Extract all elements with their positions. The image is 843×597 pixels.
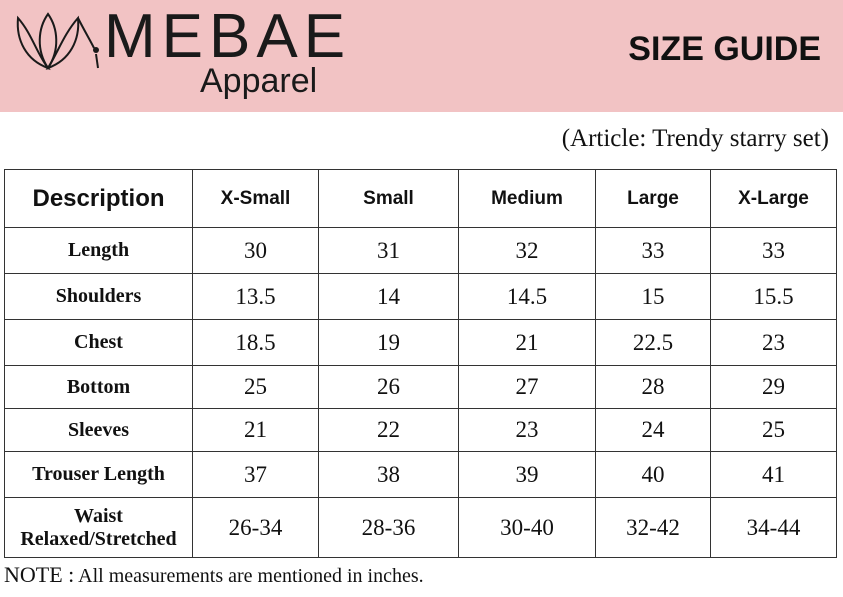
- table-cell: 21: [458, 319, 596, 366]
- table-cell: 22: [318, 408, 459, 452]
- table-cell: 38: [318, 451, 459, 498]
- table-cell: 23: [458, 408, 596, 452]
- row-label-line2: Relaxed/Stretched: [20, 527, 177, 550]
- row-label-line1: Waist: [74, 504, 123, 527]
- table-cell: 25: [710, 408, 837, 452]
- table-row: Sleeves 21 22 23 24 25: [4, 408, 837, 452]
- row-label: Chest: [4, 319, 193, 366]
- table-cell: 27: [458, 365, 596, 409]
- size-header-small: Small: [318, 169, 459, 228]
- note-text: All measurements are mentioned in inches…: [78, 565, 424, 587]
- table-cell: 13.5: [192, 273, 319, 320]
- table-cell: 34-44: [710, 497, 837, 558]
- table-header-row: Description X-Small Small Medium Large X…: [4, 169, 837, 228]
- footnote: NOTE : All measurements are mentioned in…: [4, 562, 424, 588]
- table-cell: 30-40: [458, 497, 596, 558]
- size-header-xsmall: X-Small: [192, 169, 319, 228]
- row-label: Trouser Length: [4, 451, 193, 498]
- table-cell: 40: [595, 451, 711, 498]
- description-header: Description: [4, 169, 193, 228]
- table-cell: 18.5: [192, 319, 319, 366]
- table-cell: 15.5: [710, 273, 837, 320]
- table-cell: 29: [710, 365, 837, 409]
- size-header-xlarge: X-Large: [710, 169, 837, 228]
- table-cell: 14: [318, 273, 459, 320]
- table-cell: 32-42: [595, 497, 711, 558]
- table-cell: 26: [318, 365, 459, 409]
- table-cell: 28: [595, 365, 711, 409]
- table-row: Chest 18.5 19 21 22.5 23: [4, 319, 837, 366]
- brand-subtitle: Apparel: [200, 62, 318, 100]
- table-row: Length 30 31 32 33 33: [4, 227, 837, 274]
- table-cell: 15: [595, 273, 711, 320]
- table-cell: 31: [318, 227, 459, 274]
- table-cell: 14.5: [458, 273, 596, 320]
- header-banner: MEBAE Apparel SIZE GUIDE: [0, 0, 843, 112]
- row-label: Length: [4, 227, 193, 274]
- article-label: (Article: Trendy starry set): [561, 125, 829, 152]
- row-label: Bottom: [4, 365, 193, 409]
- row-label: Waist Relaxed/Stretched: [4, 497, 193, 558]
- table-row: Shoulders 13.5 14 14.5 15 15.5: [4, 273, 837, 320]
- table-cell: 41: [710, 451, 837, 498]
- table-cell: 32: [458, 227, 596, 274]
- table-cell: 26-34: [192, 497, 319, 558]
- size-table: Description X-Small Small Medium Large X…: [4, 169, 837, 558]
- size-header-medium: Medium: [458, 169, 596, 228]
- table-cell: 22.5: [595, 319, 711, 366]
- size-header-large: Large: [595, 169, 711, 228]
- row-label: Sleeves: [4, 408, 193, 452]
- tulip-outline-icon: [16, 12, 99, 71]
- table-cell: 19: [318, 319, 459, 366]
- brand-name: MEBAE: [104, 2, 352, 71]
- table-cell: 33: [710, 227, 837, 274]
- table-cell: 37: [192, 451, 319, 498]
- table-cell: 21: [192, 408, 319, 452]
- table-cell: 39: [458, 451, 596, 498]
- table-row: Bottom 25 26 27 28 29: [4, 365, 837, 409]
- table-cell: 23: [710, 319, 837, 366]
- table-cell: 28-36: [318, 497, 459, 558]
- table-cell: 30: [192, 227, 319, 274]
- table-cell: 25: [192, 365, 319, 409]
- page-title: SIZE GUIDE: [628, 30, 821, 68]
- table-cell: 24: [595, 408, 711, 452]
- table-row: Waist Relaxed/Stretched 26-34 28-36 30-4…: [4, 497, 837, 558]
- note-label: NOTE :: [4, 562, 75, 587]
- table-row: Trouser Length 37 38 39 40 41: [4, 451, 837, 498]
- row-label: Shoulders: [4, 273, 193, 320]
- table-cell: 33: [595, 227, 711, 274]
